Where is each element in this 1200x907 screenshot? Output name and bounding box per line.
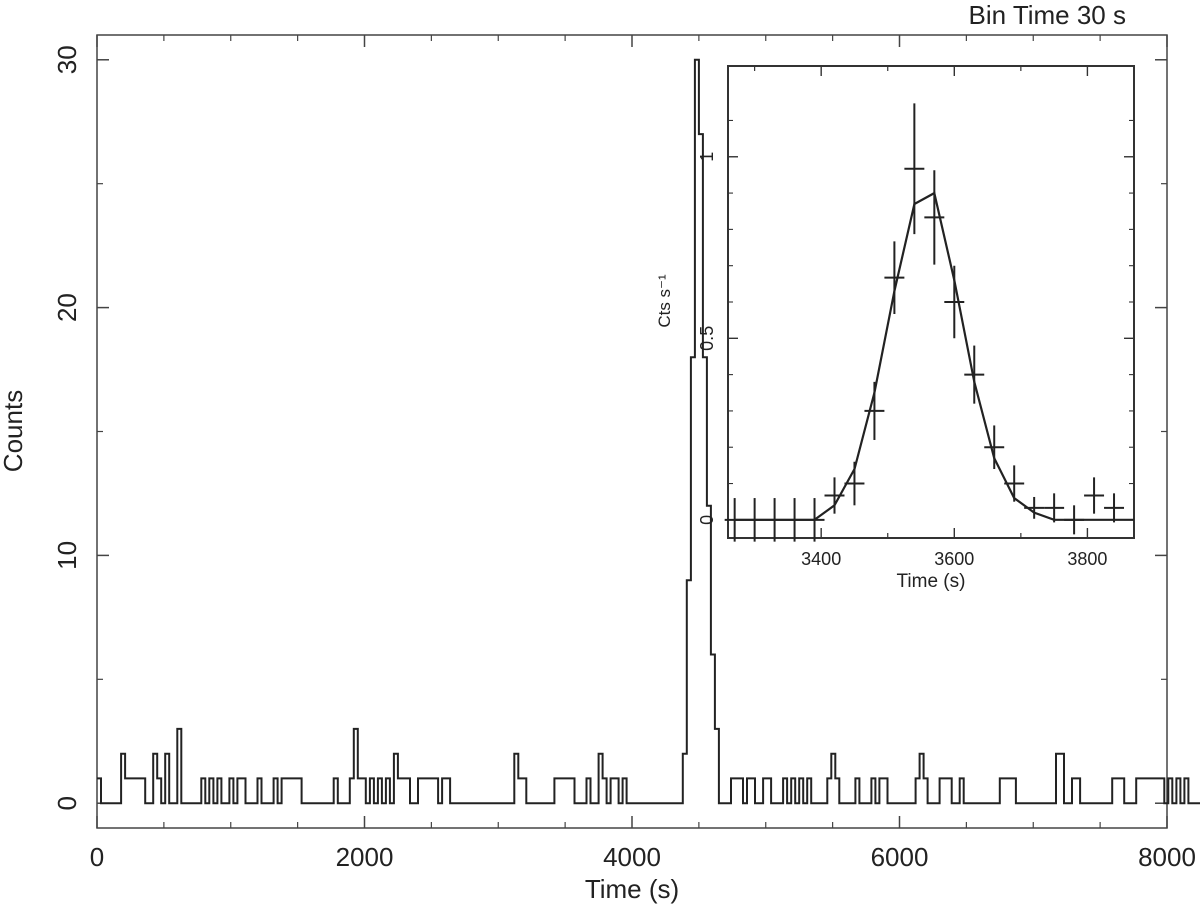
- inset-x-tick-label: 3400: [801, 549, 841, 569]
- main-x-tick-label: 6000: [871, 842, 929, 872]
- main-x-ticks: 0 2000 4000 6000 8000: [90, 35, 1196, 872]
- inset-y-ticks: 00.51: [697, 119, 1134, 525]
- main-histogram-line: [97, 58, 1200, 805]
- inset-y-tick-label: 0.5: [697, 326, 717, 351]
- inset-y-tick-label: 0: [697, 515, 717, 525]
- inset-background: [728, 66, 1134, 538]
- main-x-tick-label: 8000: [1138, 842, 1196, 872]
- main-y-tick-label: 10: [52, 541, 82, 570]
- inset-y-axis-label: Cts s⁻¹: [655, 274, 674, 328]
- bin-time-annotation: Bin Time 30 s: [968, 0, 1126, 30]
- main-y-axis-label: Counts: [0, 390, 28, 472]
- main-x-axis-label: Time (s): [585, 874, 679, 904]
- main-x-tick-label: 2000: [336, 842, 394, 872]
- inset-x-axis-label: Time (s): [897, 571, 966, 592]
- inset-x-tick-label: 3800: [1067, 549, 1107, 569]
- inset-model-line: [734, 191, 1134, 521]
- inset-data-point: [884, 241, 905, 314]
- inset-data-point: [1084, 477, 1105, 514]
- main-y-tick-label: 30: [52, 45, 82, 74]
- inset-data-point: [1044, 493, 1065, 523]
- inset-data-point: [984, 425, 1005, 470]
- main-x-tick-label: 4000: [603, 842, 661, 872]
- main-x-tick-label: 0: [90, 842, 104, 872]
- inset-x-ticks: 3400 3600 3800: [754, 66, 1107, 569]
- inset-data-point: [1104, 493, 1125, 523]
- inset-y-tick-label: 1: [697, 152, 717, 162]
- inset-chart: 3400 3600 3800 00.51 Time (s) Cts s⁻¹: [655, 65, 1135, 592]
- inset-data-point: [824, 477, 845, 514]
- inset-data-point: [964, 345, 985, 404]
- inset-data-point: [904, 103, 925, 235]
- main-y-tick-label: 0: [52, 796, 82, 810]
- inset-x-tick-label: 3600: [934, 549, 974, 569]
- main-y-tick-label: 20: [52, 293, 82, 322]
